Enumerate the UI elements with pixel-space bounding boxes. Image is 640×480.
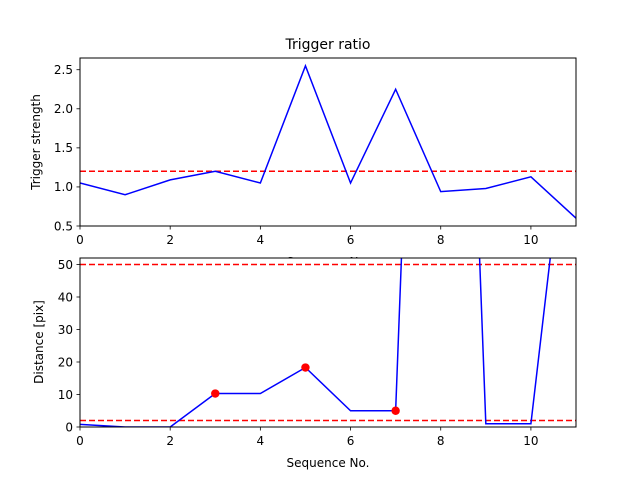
bottom-marker-point-1 bbox=[301, 363, 310, 372]
top-axes-frame bbox=[79, 57, 577, 227]
bottom-marker-point-2 bbox=[391, 406, 400, 415]
top-chart-title: Trigger ratio bbox=[284, 37, 370, 53]
top-x-tick-label-5: 10 bbox=[523, 233, 538, 247]
bottom-x-tick-label-3: 6 bbox=[347, 434, 355, 448]
top-y-tick-label-0: 0.5 bbox=[54, 219, 73, 233]
top-plot-area bbox=[80, 63, 576, 219]
top-x-tick-label-0: 0 bbox=[76, 233, 84, 247]
bottom-y-axis-label: Distance [pix] bbox=[32, 300, 46, 384]
bottom-y-tick-label-2: 20 bbox=[58, 355, 73, 369]
top-x-tick-label-4: 8 bbox=[437, 233, 445, 247]
top-x-tick-label-1: 2 bbox=[166, 233, 174, 247]
top-y-tick-label-3: 2.0 bbox=[54, 102, 73, 116]
bottom-x-tick-label-4: 8 bbox=[437, 434, 445, 448]
bottom-ticks: 0 2 4 6 8 10 0 10 20 30 40 50 bbox=[58, 258, 539, 448]
bottom-x-tick-label-5: 10 bbox=[523, 434, 538, 448]
bottom-y-tick-label-0: 0 bbox=[65, 420, 73, 434]
bottom-y-tick-label-4: 40 bbox=[58, 290, 73, 304]
bottom-axes-frame bbox=[79, 257, 577, 428]
bottom-y-tick-label-3: 30 bbox=[58, 323, 73, 337]
top-y-tick-label-4: 2.5 bbox=[54, 63, 73, 77]
bottom-subplot: 0 2 4 6 8 10 0 10 20 30 40 50 Sequence No. Distance… bbox=[32, 257, 577, 470]
bottom-x-axis-label: Sequence No. bbox=[287, 456, 370, 470]
bottom-x-tick-label-1: 2 bbox=[166, 434, 174, 448]
top-y-axis-label: Trigger strength bbox=[29, 94, 43, 191]
top-series-line-0 bbox=[80, 63, 576, 219]
top-ticks: 0 2 4 6 8 10 0.5 1.0 1.5 2.0 2.5 bbox=[54, 63, 539, 247]
bottom-y-tick-label-5: 50 bbox=[58, 258, 73, 272]
bottom-plot-area bbox=[80, 258, 576, 427]
top-y-tick-label-2: 1.5 bbox=[54, 141, 73, 155]
top-y-tick-label-1: 1.0 bbox=[54, 180, 73, 194]
bottom-axes-background bbox=[80, 258, 576, 427]
bottom-x-tick-label-0: 0 bbox=[76, 434, 84, 448]
bottom-x-tick-label-2: 4 bbox=[257, 434, 265, 448]
bottom-y-tick-label-1: 10 bbox=[58, 388, 73, 402]
bottom-marker-point-0 bbox=[211, 389, 220, 398]
top-x-tick-label-2: 4 bbox=[257, 233, 265, 247]
top-x-tick-label-3: 6 bbox=[347, 233, 355, 247]
bottom-series-line-0 bbox=[80, 258, 551, 427]
